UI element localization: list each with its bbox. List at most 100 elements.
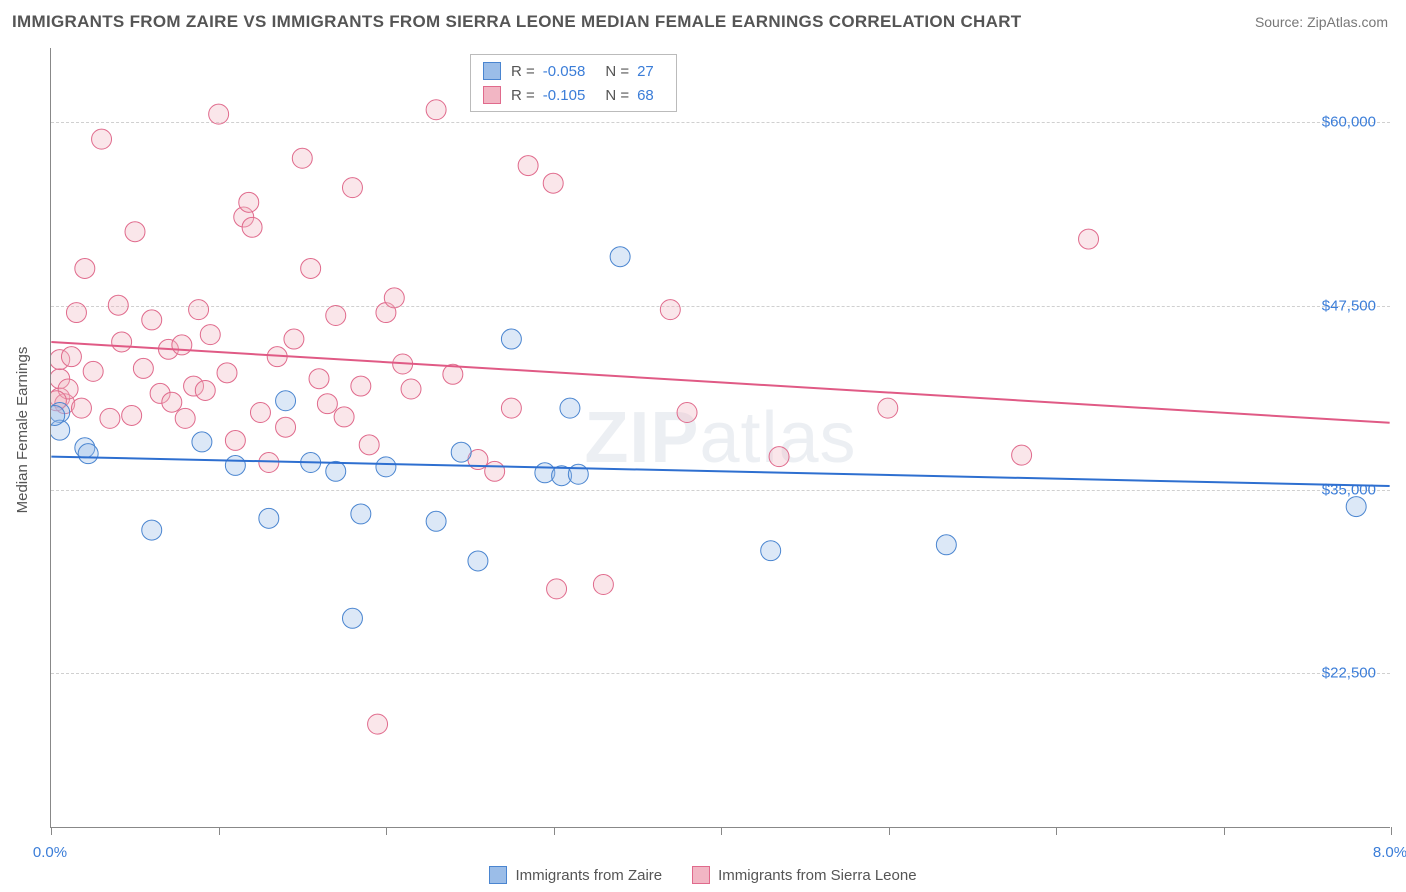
data-point	[936, 535, 956, 555]
legend-row-zaire: R = -0.058 N = 27	[483, 59, 664, 83]
data-point	[259, 508, 279, 528]
sierra-leone-r-value: -0.105	[543, 87, 586, 104]
data-point	[175, 408, 195, 428]
y-axis-label: Median Female Earnings	[14, 347, 31, 514]
data-point	[317, 394, 337, 414]
data-point	[426, 100, 446, 120]
data-point	[326, 461, 346, 481]
data-point	[1079, 229, 1099, 249]
series-legend: Immigrants from Zaire Immigrants from Si…	[0, 866, 1406, 884]
scatter-plot-svg	[51, 48, 1390, 827]
data-point	[162, 392, 182, 412]
data-point	[501, 329, 521, 349]
data-point	[125, 222, 145, 242]
data-point	[342, 178, 362, 198]
data-point	[71, 398, 91, 418]
r-label: R =	[511, 87, 535, 104]
data-point	[225, 455, 245, 475]
data-point	[133, 358, 153, 378]
data-point	[122, 405, 142, 425]
sierra-leone-legend-label: Immigrants from Sierra Leone	[718, 867, 916, 884]
data-point	[485, 461, 505, 481]
zaire-legend-label: Immigrants from Zaire	[515, 867, 662, 884]
data-point	[78, 444, 98, 464]
x-tick	[554, 827, 555, 835]
x-tick-label: 0.0%	[33, 844, 67, 861]
data-point	[195, 380, 215, 400]
data-point	[92, 129, 112, 149]
data-point	[112, 332, 132, 352]
x-tick	[721, 827, 722, 835]
data-point	[250, 403, 270, 423]
data-point	[100, 408, 120, 428]
data-point	[543, 173, 563, 193]
data-point	[61, 347, 81, 367]
n-label: N =	[605, 63, 629, 80]
data-point	[75, 258, 95, 278]
data-point	[547, 579, 567, 599]
data-point	[677, 403, 697, 423]
data-point	[301, 258, 321, 278]
x-tick	[51, 827, 52, 835]
x-tick	[1391, 827, 1392, 835]
legend-item-sierra-leone: Immigrants from Sierra Leone	[692, 866, 916, 884]
data-point	[292, 148, 312, 168]
data-point	[1012, 445, 1032, 465]
n-label: N =	[605, 87, 629, 104]
data-point	[351, 504, 371, 524]
data-point	[142, 310, 162, 330]
x-tick	[1224, 827, 1225, 835]
data-point	[66, 303, 86, 323]
data-point	[239, 192, 259, 212]
sierra-leone-swatch	[483, 86, 501, 104]
x-tick	[1056, 827, 1057, 835]
data-point	[192, 432, 212, 452]
data-point	[276, 391, 296, 411]
legend-row-sierra-leone: R = -0.105 N = 68	[483, 83, 664, 107]
data-point	[426, 511, 446, 531]
data-point	[518, 156, 538, 176]
data-point	[200, 325, 220, 345]
data-point	[368, 714, 388, 734]
plot-area: ZIPatlas $22,500$35,000$47,500$60,000	[50, 48, 1390, 828]
data-point	[501, 398, 521, 418]
data-point	[359, 435, 379, 455]
data-point	[769, 447, 789, 467]
trend-line	[51, 457, 1389, 486]
correlation-legend: R = -0.058 N = 27 R = -0.105 N = 68	[470, 54, 677, 112]
data-point	[384, 288, 404, 308]
legend-item-zaire: Immigrants from Zaire	[489, 866, 662, 884]
data-point	[326, 306, 346, 326]
data-point	[342, 608, 362, 628]
data-point	[468, 551, 488, 571]
data-point	[334, 407, 354, 427]
x-tick-label: 8.0%	[1373, 844, 1406, 861]
sierra-leone-n-value: 68	[637, 87, 654, 104]
x-tick	[386, 827, 387, 835]
data-point	[225, 430, 245, 450]
zaire-swatch	[483, 62, 501, 80]
data-point	[276, 417, 296, 437]
data-point	[660, 300, 680, 320]
chart-container: IMMIGRANTS FROM ZAIRE VS IMMIGRANTS FROM…	[0, 0, 1406, 892]
data-point	[142, 520, 162, 540]
data-point	[376, 457, 396, 477]
data-point	[560, 398, 580, 418]
data-point	[351, 376, 371, 396]
data-point	[217, 363, 237, 383]
data-point	[209, 104, 229, 124]
r-label: R =	[511, 63, 535, 80]
x-tick	[219, 827, 220, 835]
data-point	[172, 335, 192, 355]
data-point	[83, 361, 103, 381]
data-point	[761, 541, 781, 561]
x-tick	[889, 827, 890, 835]
data-point	[610, 247, 630, 267]
data-point	[242, 217, 262, 237]
zaire-n-value: 27	[637, 63, 654, 80]
data-point	[593, 574, 613, 594]
zaire-swatch-icon	[489, 866, 507, 884]
data-point	[1346, 497, 1366, 517]
data-point	[309, 369, 329, 389]
data-point	[451, 442, 471, 462]
